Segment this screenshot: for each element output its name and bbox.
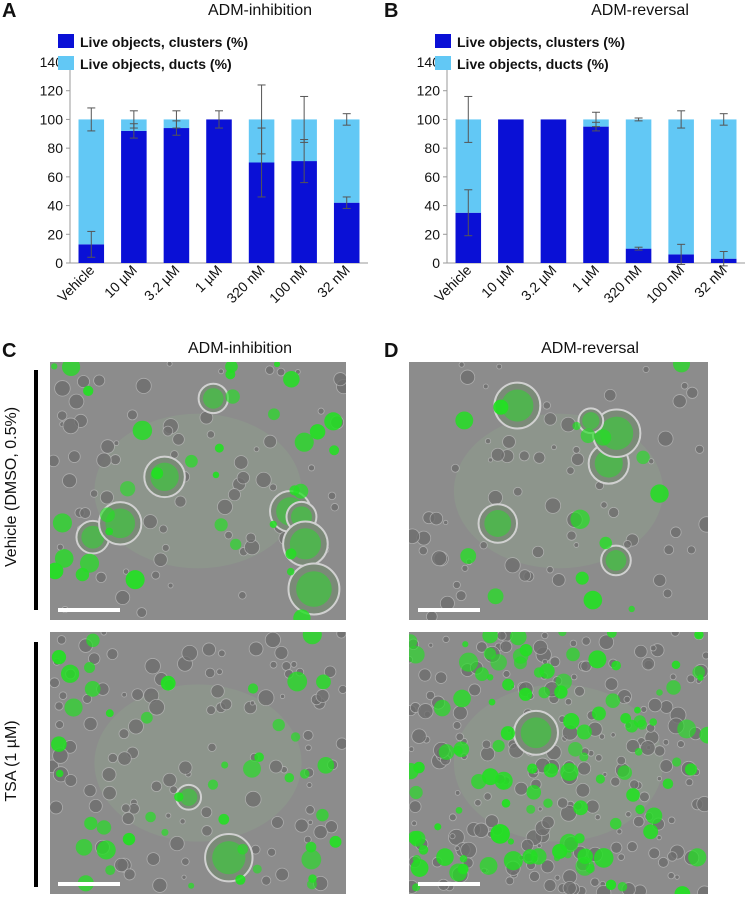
y-tick-label: 120: [417, 83, 441, 99]
error-bar-ducts: [719, 113, 728, 126]
x-tick-label: 1 µM: [569, 262, 603, 296]
y-tick-label: 100: [40, 111, 64, 127]
error-bar-ducts: [300, 95, 309, 143]
scale-bar: [418, 608, 480, 612]
micrograph-image: [409, 362, 708, 620]
row-label-tsa: TSA (1 µM): [3, 720, 20, 802]
error-bar-ducts: [634, 117, 643, 122]
error-bar-ducts: [464, 95, 473, 143]
micrograph-inhibition-vehicle: [50, 362, 346, 620]
x-tick-label: 100 nM: [643, 262, 687, 306]
y-tick-label: 0: [432, 255, 440, 271]
panel-letter-d: D: [384, 340, 399, 362]
y-tick-label: 40: [47, 198, 63, 214]
scale-bar: [58, 882, 120, 886]
error-bar-clusters: [464, 189, 473, 237]
error-bar-ducts: [87, 107, 96, 132]
scale-bar: [418, 882, 480, 886]
panel-title-d: ADM-reversal: [541, 340, 639, 357]
panel-title-a: ADM-inhibition: [207, 2, 313, 19]
row-bracket-tsa: [34, 642, 38, 887]
bar-clusters: [540, 119, 567, 263]
error-bar-clusters: [677, 243, 686, 265]
micrograph-image: [50, 362, 346, 620]
micrograph-inhibition-tsa: [50, 632, 346, 894]
error-bar-ducts: [342, 113, 351, 126]
legend-swatch: [435, 34, 451, 48]
bar-clusters: [121, 130, 147, 263]
bar-ducts: [78, 119, 105, 245]
bar-clusters: [583, 126, 609, 263]
y-tick-label: 60: [47, 169, 63, 185]
x-tick-label: 10 µM: [101, 262, 140, 301]
panel-letter-c: C: [2, 340, 17, 362]
error-bar-clusters: [634, 246, 643, 251]
legend-swatch: [435, 56, 451, 70]
error-bar-ducts: [257, 84, 266, 155]
y-tick-label: 140: [40, 54, 64, 70]
x-tick-label: 1 µM: [192, 262, 226, 296]
bar-ducts: [710, 119, 737, 259]
bar-ducts: [668, 119, 694, 255]
y-tick-label: 40: [424, 198, 440, 214]
y-tick-label: 80: [47, 140, 63, 156]
row-bracket-vehicle: [34, 370, 38, 610]
micrograph-image: [50, 632, 346, 894]
y-tick-label: 80: [424, 140, 440, 156]
bar-clusters: [163, 128, 190, 263]
x-tick-label: 100 nM: [266, 262, 310, 306]
error-bar-clusters: [87, 230, 96, 258]
bar-clusters: [625, 248, 652, 263]
bar-ducts: [333, 119, 360, 203]
y-tick-label: 60: [424, 169, 440, 185]
error-bar-clusters: [719, 251, 728, 267]
panel-letter-a: A: [2, 0, 17, 22]
y-tick-label: 0: [55, 255, 63, 271]
y-tick-label: 100: [417, 111, 441, 127]
bar-clusters: [333, 202, 360, 263]
bar-ducts: [625, 119, 652, 249]
legend-label: Live objects, clusters (%): [457, 34, 625, 50]
error-bar-clusters: [342, 196, 351, 209]
y-tick-label: 140: [417, 54, 441, 70]
bar-clusters: [498, 119, 524, 263]
error-bar-ducts: [677, 110, 686, 129]
error-bar-ducts: [172, 110, 181, 129]
error-bar-ducts: [129, 110, 138, 129]
panel-title-c: ADM-inhibition: [187, 340, 293, 357]
x-tick-label: 3.2 µM: [141, 262, 183, 304]
legend-swatch: [58, 34, 74, 48]
legend-label: Live objects, ducts (%): [457, 56, 609, 72]
legend-label: Live objects, ducts (%): [80, 56, 232, 72]
x-tick-label: 32 nM: [691, 262, 730, 301]
x-tick-label: 10 µM: [478, 262, 517, 301]
scale-bar: [58, 608, 120, 612]
x-tick-label: 32 nM: [314, 262, 353, 301]
error-bar-clusters: [215, 110, 223, 129]
row-label-vehicle: Vehicle (DMSO, 0.5%): [3, 406, 20, 568]
panel-title-b: ADM-reversal: [591, 2, 689, 19]
x-tick-label: 320 nM: [600, 262, 644, 306]
error-bar-ducts: [592, 111, 600, 128]
bar-clusters: [206, 119, 232, 263]
x-tick-label: 3.2 µM: [518, 262, 560, 304]
panel-letter-b: B: [384, 0, 399, 22]
y-tick-label: 20: [424, 226, 440, 242]
y-tick-label: 120: [40, 83, 64, 99]
legend-label: Live objects, clusters (%): [80, 34, 248, 50]
legend-swatch: [58, 56, 74, 70]
micrograph-image: [409, 632, 708, 894]
micrograph-reversal-tsa: [409, 632, 708, 894]
micrograph-reversal-vehicle: [409, 362, 708, 620]
x-tick-label: 320 nM: [223, 262, 267, 306]
y-tick-label: 20: [47, 226, 63, 242]
